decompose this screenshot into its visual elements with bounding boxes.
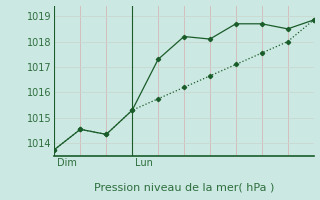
Text: Lun: Lun (135, 158, 153, 168)
Text: Dim: Dim (57, 158, 77, 168)
Text: Pression niveau de la mer( hPa ): Pression niveau de la mer( hPa ) (94, 183, 274, 193)
